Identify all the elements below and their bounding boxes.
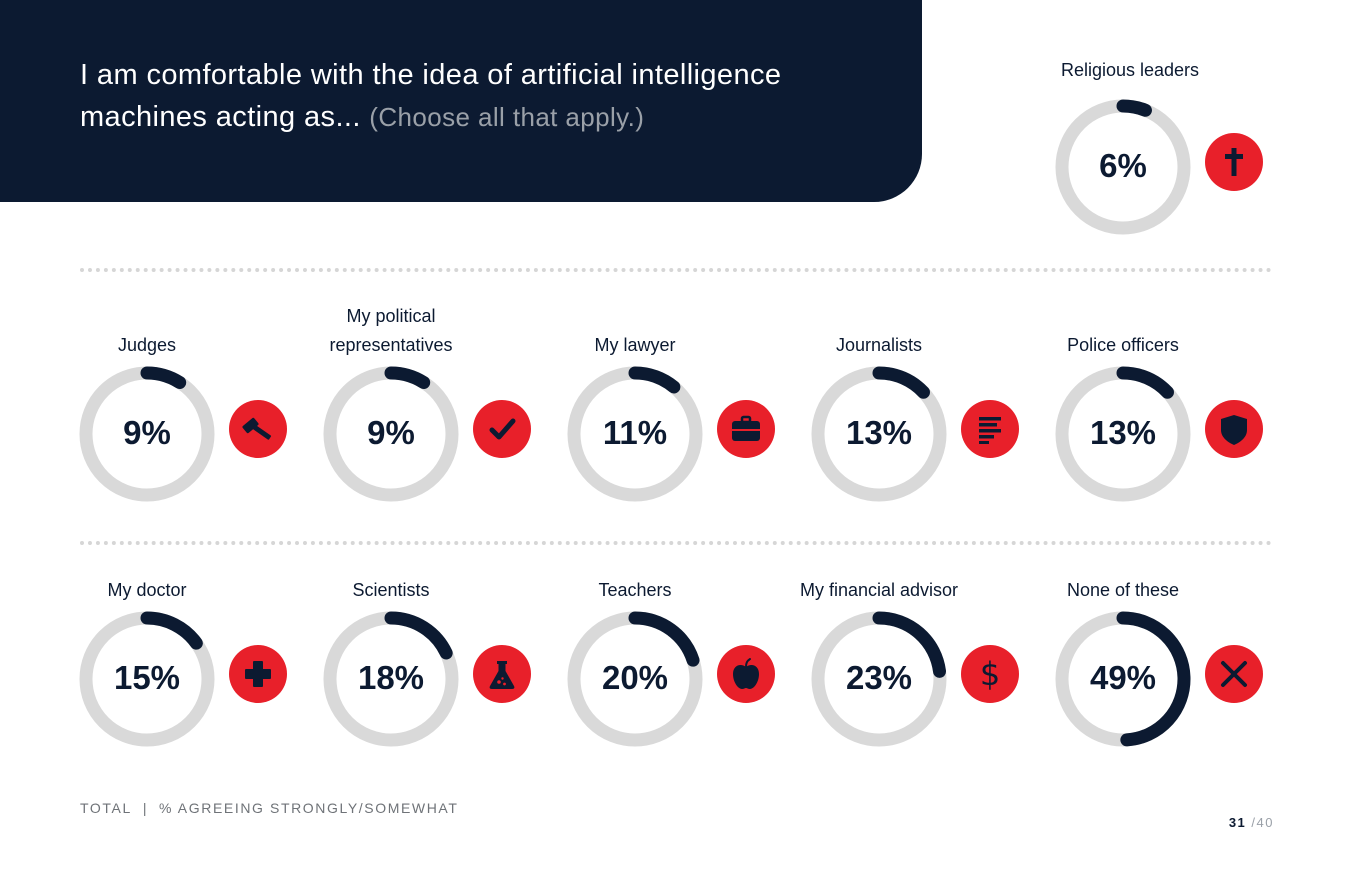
donut-item-none-of-these: None of these 49% (1055, 580, 1275, 851)
title-main: I am comfortable with the idea of artifi… (80, 59, 782, 133)
dollar-icon: $ (980, 657, 1000, 691)
title-subtitle: (Choose all that apply.) (369, 102, 645, 132)
donut-value-arc (628, 366, 681, 394)
donut-label: Journalists (835, 335, 923, 355)
donut-label: My doctor (107, 580, 187, 600)
donut-value: 18% (357, 659, 425, 696)
donut-item-my-political-representatives: My political representatives 9% (323, 306, 543, 606)
checkmark-icon (489, 418, 516, 440)
donut-value-arc (384, 611, 453, 660)
donut-item-my-lawyer: My lawyer 11% (567, 335, 787, 606)
donut-item-my-doctor: My doctor 15% (79, 580, 299, 851)
donut-value: 6% (1099, 147, 1147, 184)
donut-label: None of these (1066, 580, 1180, 600)
donut-value-arc (872, 611, 947, 678)
donut-label: My lawyer (594, 335, 676, 355)
donut-label: Judges (117, 335, 177, 355)
donut-label: Teachers (598, 580, 672, 600)
donut-value: 13% (845, 414, 913, 451)
x-icon (1221, 661, 1247, 687)
donut-label: My financial advisor (799, 580, 959, 600)
donut-item-teachers: Teachers 20% (567, 580, 787, 851)
donut-value: 9% (367, 414, 415, 451)
text-lines-icon (979, 417, 1001, 444)
row-divider-bottom (80, 541, 1272, 545)
cross-icon (1225, 148, 1243, 176)
icon-badge (473, 645, 531, 703)
donut-label: Scientists (352, 580, 430, 600)
donut-ring (323, 366, 459, 502)
donut-value-arc (140, 611, 203, 650)
donut-ring (323, 611, 459, 747)
donut-item-judges: Judges 9% (79, 335, 299, 606)
donut-ring (1055, 611, 1191, 747)
icon-badge (473, 400, 531, 458)
icon-badge (229, 400, 287, 458)
donut-item-police-officers: Police officers 13% (1055, 335, 1275, 606)
flask-icon (489, 661, 515, 689)
donut-value: 15% (113, 659, 181, 696)
briefcase-icon (732, 415, 760, 441)
row-divider-top (80, 268, 1272, 272)
page-number: 31 /40 (1229, 815, 1274, 830)
donut-value-arc (140, 366, 187, 389)
footer-total-label: TOTAL (80, 800, 132, 816)
shield-icon (1221, 415, 1247, 445)
donut-value-arc (384, 366, 431, 389)
donut-ring (79, 366, 215, 502)
donut-value: 11% (602, 414, 668, 451)
donut-label: Religious leaders (1060, 60, 1200, 80)
footer-measure-label: % AGREEING STRONGLY/SOMEWHAT (159, 800, 459, 816)
page-title: I am comfortable with the idea of artifi… (80, 54, 900, 138)
donut-ring (567, 611, 703, 747)
donut-label: My political representatives (329, 306, 453, 355)
gavel-icon (242, 417, 272, 440)
donut-value-arc (1116, 366, 1174, 399)
icon-badge: $ (961, 645, 1019, 703)
apple-icon (733, 658, 759, 689)
donut-value-arc (1116, 99, 1152, 117)
svg-text:$: $ (980, 657, 1000, 691)
footer-separator: | (142, 800, 149, 816)
donut-item-scientists: Scientists 18% (323, 580, 543, 851)
donut-label: Police officers (1067, 335, 1179, 355)
header-banner: I am comfortable with the idea of artifi… (0, 0, 922, 202)
donut-ring (1055, 366, 1191, 502)
icon-badge (961, 400, 1019, 458)
donut-value: 20% (601, 659, 669, 696)
donut-item-my-financial-advisor: My financial advisor 23% $ (800, 580, 1031, 851)
donut-ring (811, 611, 947, 747)
medical-cross-icon (245, 661, 271, 687)
donut-item-journalists: Journalists 13% (811, 335, 1031, 606)
icon-badge (717, 645, 775, 703)
donut-ring (1055, 99, 1191, 235)
icon-badge (229, 645, 287, 703)
donut-ring (811, 366, 947, 502)
donut-value: 13% (1089, 414, 1157, 451)
donut-value: 49% (1089, 659, 1157, 696)
donut-ring (79, 611, 215, 747)
donut-value: 23% (845, 659, 913, 696)
icon-badge (1205, 645, 1263, 703)
page-total: /40 (1251, 815, 1274, 830)
donut-value-arc (628, 611, 700, 667)
donut-value-arc (872, 366, 930, 399)
donut-value: 9% (123, 414, 171, 451)
page-current: 31 (1228, 815, 1247, 830)
icon-badge (1205, 400, 1263, 458)
footer-note: TOTAL | % AGREEING STRONGLY/SOMEWHAT (80, 800, 458, 816)
donut-value-arc (1116, 611, 1191, 747)
donut-item-religious-leaders: Religious leaders 6% (1055, 60, 1275, 339)
icon-badge (1205, 133, 1263, 191)
icon-badge (717, 400, 775, 458)
donut-ring (567, 366, 703, 502)
